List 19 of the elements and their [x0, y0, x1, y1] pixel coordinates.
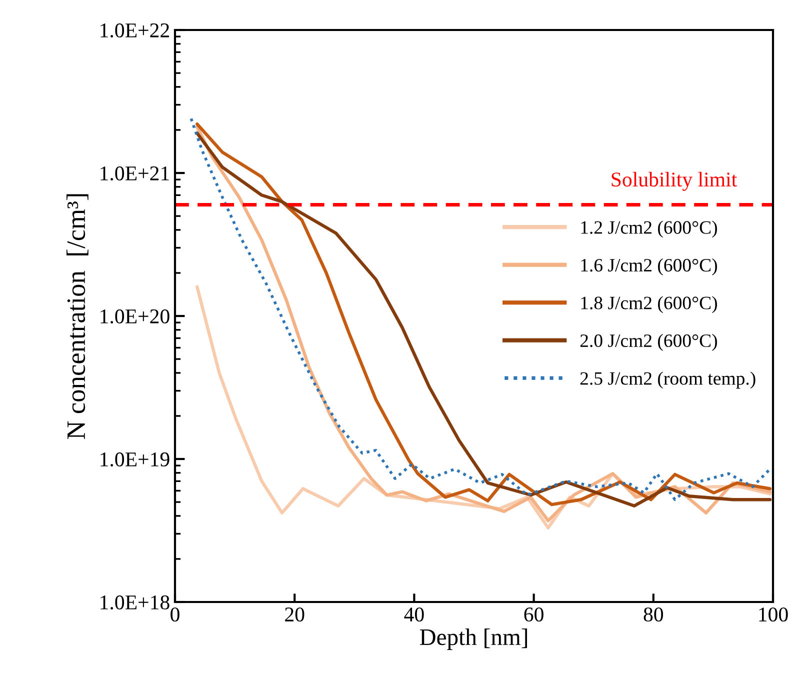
legend-label: 2.5 J/cm2 (room temp.) — [580, 372, 756, 389]
legend-label: 1.6 J/cm2 (600°C) — [581, 258, 717, 276]
x-tick-label: 0 — [170, 607, 180, 622]
y-tick-label: 1.0E+20 — [100, 309, 170, 324]
legend-label: 1.2 J/cm2 (600°C) — [581, 220, 717, 238]
x-tick-label: 60 — [524, 607, 544, 622]
y-tick-label: 1.0E+21 — [100, 166, 169, 181]
y-tick-label: 1.0E+18 — [100, 595, 170, 610]
y-axis-title: N concentration [/cm³] — [66, 194, 88, 439]
x-tick-label: 40 — [404, 607, 424, 622]
x-tick-label: 20 — [285, 607, 304, 622]
ref-line-label: Solubility limit — [612, 172, 738, 191]
y-tick-label: 1.0E+22 — [100, 23, 169, 38]
y-tick-label: 1.0E+19 — [100, 452, 170, 467]
x-tick-label: 100 — [759, 607, 788, 622]
x-axis-title: Depth [nm] — [420, 628, 527, 650]
legend-label: 2.0 J/cm2 (600°C) — [580, 334, 717, 351]
legend-label: 1.8 J/cm2 (600°C) — [581, 296, 717, 314]
x-tick-label: 80 — [644, 607, 664, 622]
